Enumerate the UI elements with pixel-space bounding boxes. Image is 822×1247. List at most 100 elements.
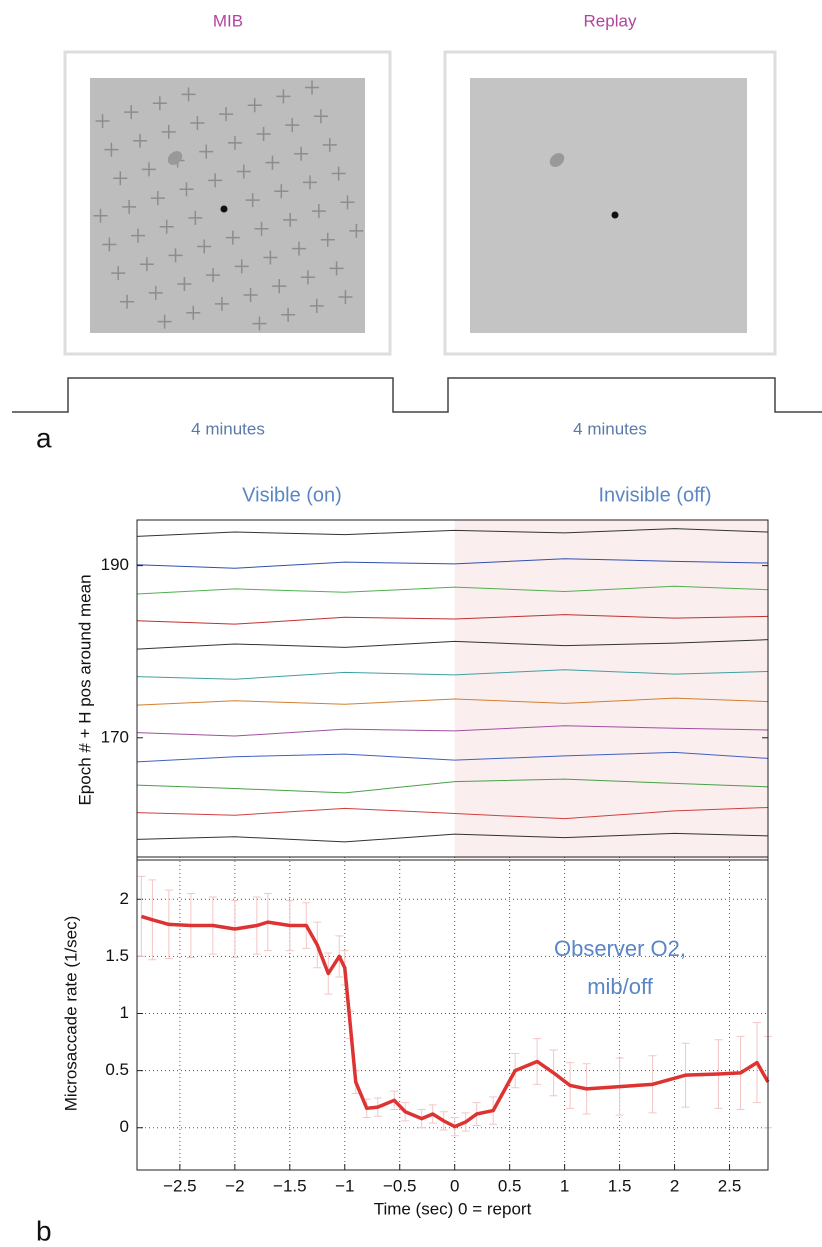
mask-cross (243, 287, 258, 302)
mask-cross (263, 250, 278, 265)
mask-cross (274, 184, 289, 199)
mask-cross (111, 266, 126, 281)
y-tick-label: 190 (101, 555, 129, 574)
mask-cross (313, 109, 328, 124)
mask-cross (300, 270, 315, 285)
mask-cross (292, 241, 307, 256)
mask-cross (276, 89, 291, 104)
mask-cross (283, 212, 298, 227)
trace (136, 639, 769, 650)
mask-cross (122, 199, 137, 214)
y-tick-label: 1.5 (105, 946, 129, 965)
target-grating (549, 153, 565, 167)
mask-cross (139, 257, 154, 272)
fixation-dot (220, 205, 228, 213)
fixation-dot (611, 211, 619, 219)
annotation: Observer O2, (554, 936, 686, 961)
mask-cross (157, 314, 172, 329)
mask-cross (208, 173, 223, 188)
x-tick-label: 1.5 (608, 1176, 632, 1195)
mask-cross (225, 230, 240, 245)
timeline (12, 377, 822, 413)
mask-cross (338, 290, 353, 305)
mask-cross (320, 232, 335, 247)
mask-cross (102, 237, 117, 252)
duration-label: 4 minutes (191, 419, 265, 438)
x-tick-label: −1.5 (273, 1176, 307, 1195)
mask-cross (120, 294, 135, 309)
mask-cross (219, 107, 234, 122)
x-tick-label: 2.5 (718, 1176, 742, 1195)
trace (136, 725, 769, 737)
mask-cross (309, 298, 324, 313)
mask-cross (131, 228, 146, 243)
trace (136, 528, 769, 537)
x-tick-label: 0 (450, 1176, 459, 1195)
trace (136, 614, 769, 625)
mask-cross (113, 171, 128, 186)
mask-cross (188, 210, 203, 225)
mask-cross (252, 316, 267, 331)
panel-label: a (36, 422, 52, 453)
y-tick-label: 2 (120, 889, 129, 908)
mask-cross (227, 135, 242, 150)
x-axis-label: Time (sec) 0 = report (374, 1199, 532, 1218)
x-tick-label: −2.5 (163, 1176, 197, 1195)
mask-cross (281, 307, 296, 322)
x-tick-label: −1 (335, 1176, 354, 1195)
mask-cross (190, 116, 205, 131)
axes-frame (136, 519, 769, 861)
y-tick-label: 1 (120, 1003, 129, 1022)
mask-cross (247, 98, 262, 113)
trace (136, 806, 769, 820)
y-tick-label: 0.5 (105, 1060, 129, 1079)
axes-frame (136, 856, 769, 1171)
annotation: mib/off (587, 974, 654, 999)
mask-cross (124, 105, 139, 120)
trace (136, 585, 769, 595)
mask-cross (152, 96, 167, 111)
y-axis-label: Microsaccade rate (1/sec) (61, 916, 80, 1112)
mask-cross (179, 182, 194, 197)
shaded-region (454, 520, 768, 860)
trace (136, 697, 769, 706)
mask-cross (206, 268, 221, 283)
mask-cross (150, 191, 165, 206)
x-tick-label: 2 (670, 1176, 679, 1195)
mask-cross (148, 285, 163, 300)
mask-crosses (93, 80, 364, 331)
x-tick-label: 1 (560, 1176, 569, 1195)
mask-cross (159, 219, 174, 234)
mask-cross (186, 305, 201, 320)
mask-cross (311, 204, 326, 219)
rate-line (140, 914, 770, 1129)
trace (136, 558, 769, 569)
mask-cross (254, 221, 269, 236)
mask-cross (265, 155, 280, 170)
mask-cross (161, 124, 176, 139)
mask-cross (141, 162, 156, 177)
mask-cross (168, 248, 183, 263)
trace (136, 751, 769, 763)
mask-cross (133, 133, 148, 148)
mask-cross (302, 175, 317, 190)
y-tick-label: 0 (120, 1117, 129, 1136)
panel-title: Invisible (off) (598, 484, 711, 506)
mask-cross (349, 223, 364, 238)
mask-cross (272, 279, 287, 294)
mask-cross (236, 164, 251, 179)
mask-cross (294, 146, 309, 161)
mask-cross (199, 144, 214, 159)
mask-cross (245, 193, 260, 208)
stimulus-screen (470, 78, 747, 333)
mask-cross (104, 142, 119, 157)
trace (136, 669, 769, 680)
mask-cross (331, 166, 346, 181)
stimulus-title: Replay (584, 11, 637, 30)
target-grating (167, 151, 183, 165)
mask-cross (177, 277, 192, 292)
stimulus-title: MIB (213, 11, 243, 30)
x-tick-label: −2 (225, 1176, 244, 1195)
